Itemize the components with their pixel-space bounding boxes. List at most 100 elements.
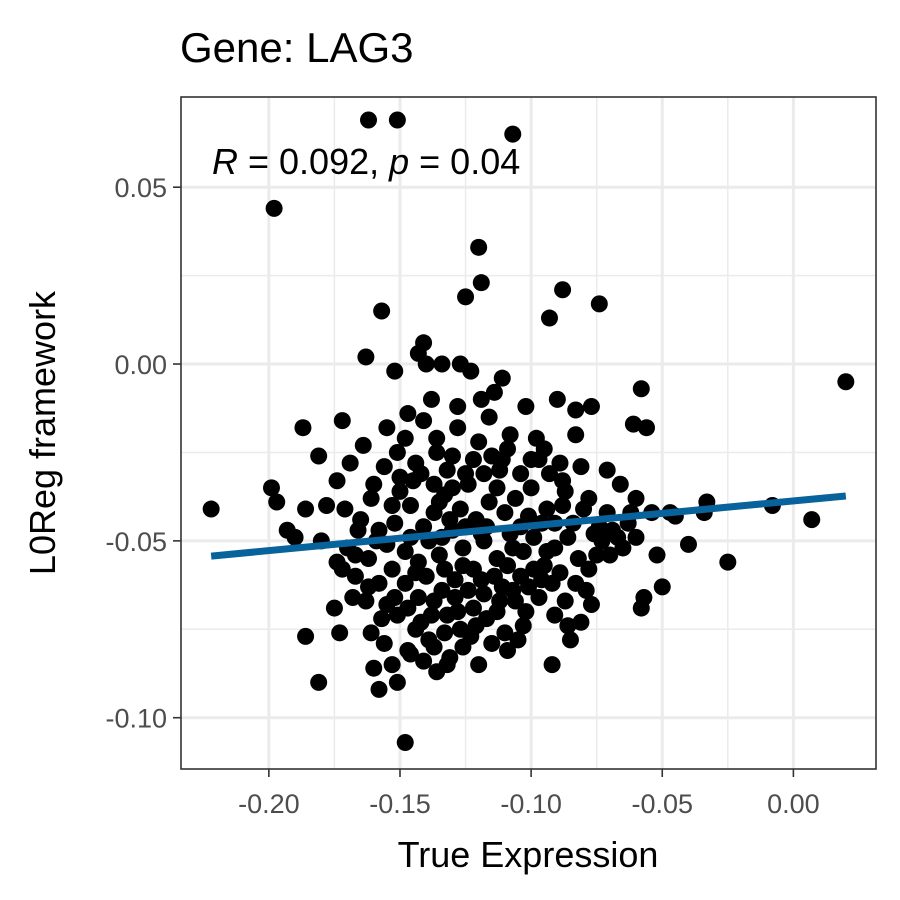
data-point <box>391 482 409 500</box>
data-point <box>357 592 375 610</box>
data-point <box>472 274 490 292</box>
data-point <box>446 588 464 606</box>
data-point <box>365 475 383 493</box>
x-tick-label: -0.20 <box>238 789 300 819</box>
data-point <box>451 500 469 518</box>
data-point <box>546 606 564 624</box>
data-point <box>496 624 514 642</box>
data-point <box>422 390 440 408</box>
data-point <box>483 634 501 652</box>
data-point <box>443 447 461 465</box>
y-tick-label: 0.00 <box>114 350 167 380</box>
data-point <box>344 588 362 606</box>
x-tick-label: -0.10 <box>500 789 562 819</box>
data-point <box>362 624 380 642</box>
data-point <box>370 574 388 592</box>
x-tick-label: -0.15 <box>369 789 431 819</box>
data-point <box>433 355 451 373</box>
data-point <box>582 397 600 415</box>
data-point <box>438 461 456 479</box>
r-value: = 0.092, <box>238 141 389 182</box>
data-point <box>401 497 419 515</box>
data-point <box>436 560 454 578</box>
data-point <box>512 465 530 483</box>
data-point <box>575 500 593 518</box>
data-point <box>396 733 414 751</box>
data-point <box>268 493 286 511</box>
r-symbol: R <box>212 141 238 182</box>
data-point <box>464 599 482 617</box>
chart-title: Gene: LAG3 <box>180 24 413 71</box>
data-point <box>627 489 645 507</box>
data-point <box>470 656 488 674</box>
data-point <box>504 539 522 557</box>
data-point <box>472 571 490 589</box>
data-point <box>310 673 328 691</box>
plot-panel-border <box>180 96 877 770</box>
data-point <box>470 433 488 451</box>
data-point <box>480 493 498 511</box>
data-point <box>496 504 514 522</box>
data-point <box>336 500 354 518</box>
data-point <box>464 451 482 469</box>
data-point <box>648 546 666 564</box>
y-axis-title: L0Reg framework <box>22 290 63 575</box>
data-point <box>517 397 535 415</box>
data-point <box>538 542 556 560</box>
data-point <box>386 514 404 532</box>
data-point <box>601 546 619 564</box>
data-point <box>611 475 629 493</box>
data-point <box>506 592 524 610</box>
data-point <box>485 383 503 401</box>
data-point <box>454 539 472 557</box>
data-point <box>449 603 467 621</box>
data-point <box>425 475 443 493</box>
data-point <box>407 564 425 582</box>
data-point <box>609 528 627 546</box>
data-point <box>501 426 519 444</box>
data-point <box>472 390 490 408</box>
data-point <box>428 429 446 447</box>
data-point <box>679 535 697 553</box>
data-point <box>554 472 572 490</box>
data-point <box>202 500 220 518</box>
data-point <box>569 550 587 568</box>
data-point <box>554 497 572 515</box>
data-point <box>582 596 600 614</box>
data-point <box>627 528 645 546</box>
data-point <box>436 624 454 642</box>
data-point <box>396 542 414 560</box>
data-point <box>554 281 572 299</box>
data-point <box>556 592 574 610</box>
data-point <box>522 451 540 469</box>
data-point <box>514 617 532 635</box>
data-point <box>590 295 608 313</box>
data-point <box>388 111 406 129</box>
data-point <box>433 581 451 599</box>
data-point <box>428 443 446 461</box>
data-point <box>530 588 548 606</box>
data-point <box>346 546 364 564</box>
data-point <box>517 603 535 621</box>
data-point <box>493 369 511 387</box>
data-point <box>653 578 671 596</box>
data-point <box>373 610 391 628</box>
data-point <box>409 588 427 606</box>
data-point <box>449 419 467 437</box>
data-point <box>632 380 650 398</box>
data-point <box>449 397 467 415</box>
data-point <box>520 578 537 596</box>
data-point <box>457 288 475 306</box>
data-point <box>262 479 280 497</box>
data-point <box>415 412 433 430</box>
data-point <box>488 603 506 621</box>
data-point <box>362 489 380 507</box>
data-point <box>360 550 378 568</box>
data-point <box>354 436 372 454</box>
data-point <box>417 355 435 373</box>
y-tick-label: -0.05 <box>105 527 167 557</box>
data-point <box>488 479 506 497</box>
data-point <box>297 500 315 518</box>
data-point <box>504 125 522 143</box>
x-axis-title: True Expression <box>398 834 659 875</box>
